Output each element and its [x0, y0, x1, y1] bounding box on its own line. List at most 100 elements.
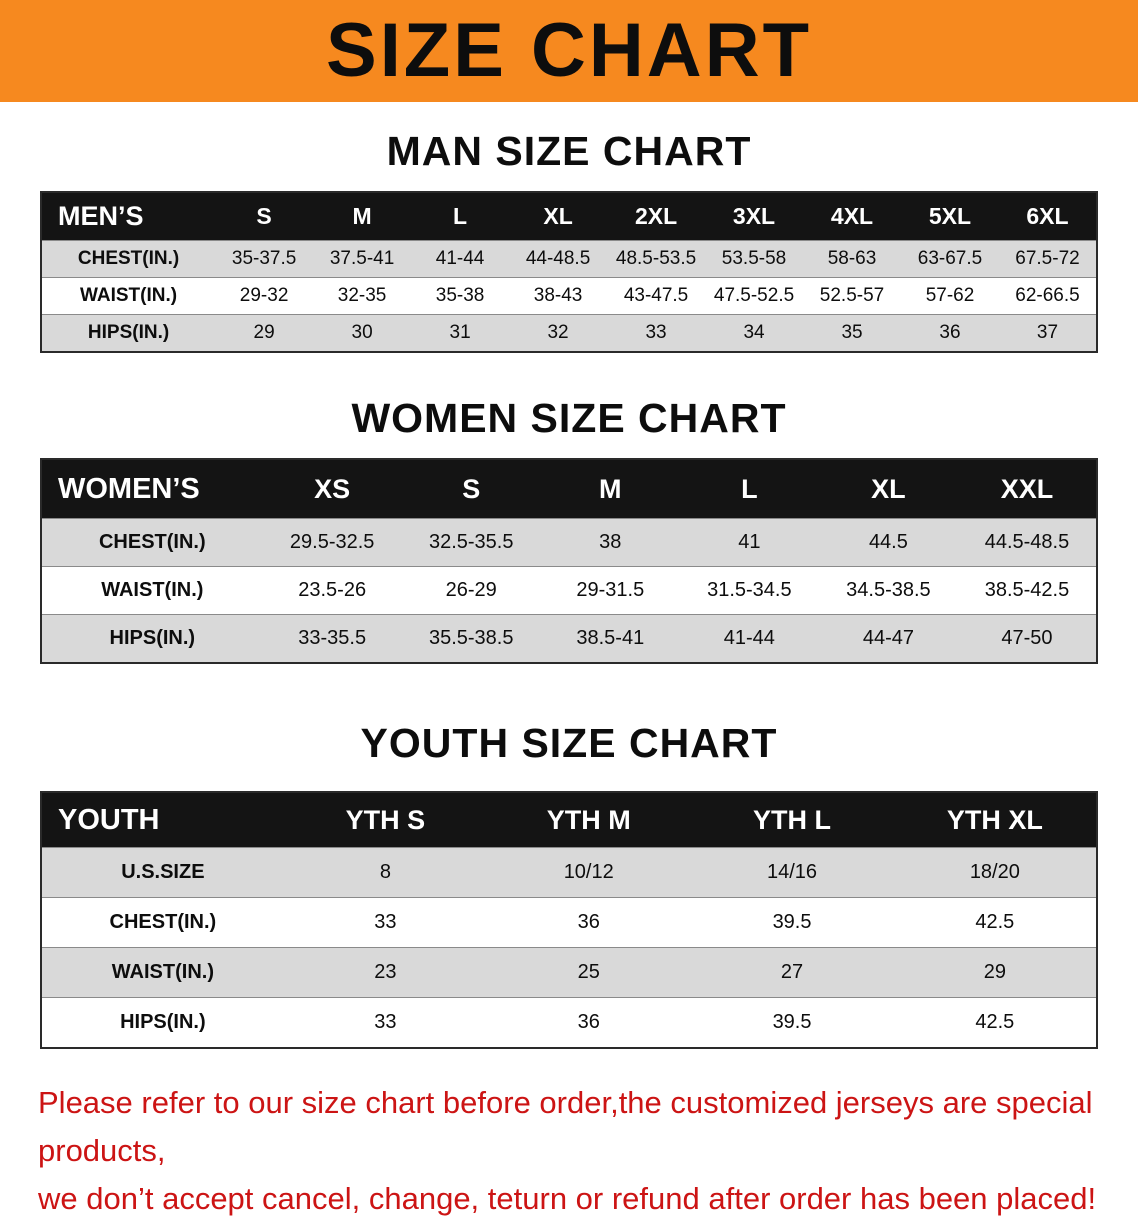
women-size-table: WOMEN’S XS S M L XL XXL CHEST(IN.) 29.5-32.5 32.5… — [40, 458, 1098, 664]
row-label-cell: HIPS(IN.) — [109, 627, 196, 649]
size-header-cell: XS — [262, 459, 402, 519]
men-size-table: MEN’S S M L XL 2XL 3XL 4XL 5XL 6XL CHEST(IN.) 35-37… — [40, 191, 1098, 353]
youth-table-wrapper: YOUTH YTH S YTH M YTH L YTH XL U.S.SIZE 8 10/12… — [40, 791, 1098, 1049]
size-header-cell: 3XL — [705, 192, 804, 241]
size-value-cell: 67.5-72 — [1015, 248, 1080, 269]
size-value-cell: 10/12 — [563, 861, 614, 883]
table-row: WAIST(IN.) 23 25 27 29 — [41, 947, 1097, 998]
size-value-cell: 34 — [743, 322, 765, 343]
size-value-cell: 33 — [645, 322, 667, 343]
banner: SIZE CHART — [0, 0, 1138, 102]
size-value-cell: 30 — [351, 322, 373, 343]
size-value-cell: 38 — [599, 531, 622, 553]
size-value-cell: 39.5 — [772, 911, 812, 933]
size-value-cell: 41 — [738, 531, 761, 553]
disclaimer-line-2: we don’t accept cancel, change, teturn o… — [38, 1181, 1097, 1217]
table-row: CHEST(IN.) 33 36 39.5 42.5 — [41, 897, 1097, 948]
size-header-cell: L — [411, 192, 510, 241]
women-table-wrapper: WOMEN’S XS S M L XL XXL CHEST(IN.) 29.5-32.5 32.5… — [40, 458, 1098, 664]
size-header-cell: L — [679, 459, 819, 519]
size-value-cell: 58-63 — [827, 248, 877, 269]
size-value-cell: 32.5-35.5 — [428, 531, 514, 553]
size-header-cell: S — [401, 459, 541, 519]
table-header-row: MEN’S S M L XL 2XL 3XL 4XL 5XL 6XL — [41, 192, 1097, 241]
size-value-cell: 38.5-42.5 — [984, 579, 1070, 601]
size-value-cell: 29 — [253, 322, 275, 343]
table-row: WAIST(IN.) 29-32 32-35 35-38 38-43 43-47.5 47.… — [41, 277, 1097, 315]
size-value-cell: 52.5-57 — [819, 285, 885, 306]
size-value-cell: 35 — [841, 322, 863, 343]
size-value-cell: 35.5-38.5 — [428, 627, 514, 649]
size-value-cell: 44-48.5 — [525, 248, 591, 269]
size-value-cell: 63-67.5 — [917, 248, 983, 269]
size-value-cell: 43-47.5 — [623, 285, 689, 306]
size-value-cell: 29-32 — [239, 285, 289, 306]
size-value-cell: 37.5-41 — [329, 248, 395, 269]
size-header-cell: YTH L — [690, 792, 894, 848]
disclaimer-line-1: Please refer to our size chart before or… — [38, 1085, 1093, 1169]
size-header-cell: M — [313, 192, 412, 241]
size-value-cell: 29.5-32.5 — [289, 531, 375, 553]
size-header-cell: YTH M — [487, 792, 691, 848]
size-value-cell: 31.5-34.5 — [707, 579, 792, 601]
row-label-cell: HIPS(IN.) — [120, 1011, 206, 1033]
size-header-cell: M — [540, 459, 680, 519]
size-value-cell: 8 — [379, 861, 391, 883]
table-title-cell: MEN’S — [41, 192, 216, 241]
size-value-cell: 31 — [449, 322, 471, 343]
size-value-cell: 32 — [547, 322, 569, 343]
row-label-cell: U.S.SIZE — [121, 861, 205, 883]
size-header-cell: 6XL — [998, 192, 1097, 241]
size-value-cell: 44.5 — [868, 531, 908, 553]
table-header-row: YOUTH YTH S YTH M YTH L YTH XL — [41, 792, 1097, 848]
size-header-cell: YTH S — [283, 792, 488, 848]
table-row: HIPS(IN.) 33 36 39.5 42.5 — [41, 997, 1097, 1048]
row-label-cell: WAIST(IN.) — [111, 961, 214, 983]
row-label-cell: WAIST(IN.) — [101, 579, 204, 601]
table-row: U.S.SIZE 8 10/12 14/16 18/20 — [41, 847, 1097, 898]
table-title-cell: YOUTH — [41, 792, 284, 848]
size-value-cell: 36 — [577, 911, 600, 933]
size-value-cell: 26-29 — [445, 579, 497, 601]
page-title: SIZE CHART — [326, 8, 812, 93]
table-row: WAIST(IN.) 23.5-26 26-29 29-31.5 31.5-34.5 34… — [41, 566, 1097, 615]
row-label-cell: CHEST(IN.) — [77, 248, 180, 269]
size-value-cell: 41-44 — [723, 627, 775, 649]
size-value-cell: 32-35 — [337, 285, 387, 306]
men-size-chart-section: MAN SIZE CHART MEN’S S M L XL 2XL 3XL 4XL 5XL 6XL… — [0, 128, 1138, 353]
size-value-cell: 42.5 — [975, 1011, 1015, 1033]
size-value-cell: 35-38 — [435, 285, 485, 306]
table-row: HIPS(IN.) 29 30 31 32 33 34 35 36 37 — [41, 314, 1097, 352]
size-value-cell: 44.5-48.5 — [984, 531, 1070, 553]
size-header-cell: XL — [509, 192, 608, 241]
size-value-cell: 47.5-52.5 — [713, 285, 795, 306]
row-label-cell: WAIST(IN.) — [80, 285, 178, 306]
size-value-cell: 36 — [939, 322, 961, 343]
size-value-cell: 37 — [1036, 322, 1059, 343]
size-value-cell: 18/20 — [969, 861, 1020, 883]
size-header-cell: 4XL — [803, 192, 901, 241]
size-value-cell: 62-66.5 — [1015, 285, 1080, 306]
size-value-cell: 47-50 — [1001, 627, 1053, 649]
women-size-chart-section: WOMEN SIZE CHART WOMEN’S XS S M L XL XXL CHEST(… — [0, 395, 1138, 664]
size-value-cell: 38.5-41 — [576, 627, 645, 649]
disclaimer: Please refer to our size chart before or… — [38, 1079, 1100, 1223]
youth-section-heading: YOUTH SIZE CHART — [360, 720, 778, 766]
size-value-cell: 53.5-58 — [721, 248, 787, 269]
size-header-cell: XXL — [957, 459, 1097, 519]
size-value-cell: 33 — [374, 911, 397, 933]
men-table-wrapper: MEN’S S M L XL 2XL 3XL 4XL 5XL 6XL CHEST(IN.) 35-37… — [40, 191, 1098, 353]
table-title-cell: WOMEN’S — [41, 459, 263, 519]
size-value-cell: 38-43 — [533, 285, 583, 306]
size-header-cell: YTH XL — [893, 792, 1097, 848]
women-section-heading: WOMEN SIZE CHART — [351, 395, 787, 441]
size-value-cell: 34.5-38.5 — [846, 579, 931, 601]
size-value-cell: 33 — [374, 1011, 397, 1033]
size-header-cell: S — [215, 192, 314, 241]
row-label-cell: HIPS(IN.) — [87, 322, 170, 343]
table-row: CHEST(IN.) 35-37.5 37.5-41 41-44 44-48.5 48.5… — [41, 240, 1097, 278]
size-value-cell: 29-31.5 — [576, 579, 645, 601]
size-value-cell: 14/16 — [767, 861, 818, 883]
size-value-cell: 42.5 — [975, 911, 1015, 933]
